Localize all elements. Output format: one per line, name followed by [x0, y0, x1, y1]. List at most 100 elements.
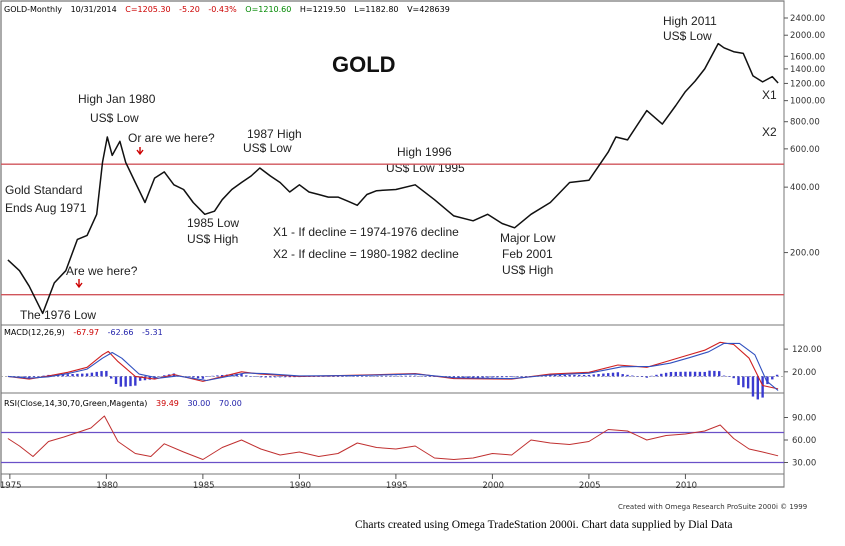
macd-header-v2: -62.66: [108, 328, 134, 337]
macd-histogram-bar-78: [380, 375, 383, 377]
macd-histogram-bar-45: [220, 374, 224, 377]
macd-histogram-bar-14: [71, 374, 74, 377]
macd-header-v1: -67.97: [73, 328, 99, 337]
macd-histogram-bar-27: [134, 376, 137, 386]
macd-histogram-bar-155: [751, 376, 755, 397]
macd-histogram-bar-44: [216, 375, 219, 377]
macd-histogram-bar-128: [621, 374, 624, 377]
macd-histogram-bar-105: [510, 376, 513, 378]
macd-histogram-bar-17: [85, 373, 89, 377]
macd-histogram-bar-56: [274, 376, 277, 378]
macd-histogram-bar-113: [549, 374, 552, 377]
macd-histogram-bar-69: [336, 376, 340, 377]
macd-histogram-bar-121: [587, 374, 591, 377]
rsi-ytick-label-3: 30.00: [792, 459, 816, 469]
macd-histogram-bar-102: [496, 376, 499, 378]
rsi-ytick-label-1: 90.00: [792, 414, 816, 424]
macd-histogram-bar-60: [293, 376, 296, 378]
macd-histogram-bar-23: [114, 376, 118, 384]
macd-histogram-bar-98: [476, 376, 480, 378]
macd-histogram-bar-157: [761, 376, 764, 398]
macd-histogram-bar-144: [698, 371, 702, 377]
macd-histogram-bar-28: [138, 376, 142, 381]
macd-histogram-bar-4: [23, 376, 26, 378]
macd-histogram-bar-66: [322, 376, 325, 377]
macd-histogram-bar-104: [505, 376, 509, 378]
macd-histogram-bar-96: [467, 376, 470, 378]
macd-histogram-bar-125: [607, 373, 610, 377]
macd-histogram-bar-26: [129, 376, 132, 387]
rsi-header: RSI(Close,14,30,70,Green,Magenta) 39.49 …: [4, 399, 242, 408]
header-volume: V=428639: [407, 5, 450, 14]
macd-histogram-bar-103: [500, 376, 504, 378]
footer-credit: Charts created using Omega TradeStation …: [355, 519, 733, 531]
macd-histogram-bar-141: [684, 371, 687, 377]
macd-histogram-bar-59: [288, 376, 291, 378]
xtick-label-5: 1995: [386, 481, 408, 491]
macd-histogram-bar-55: [269, 376, 272, 378]
macd-histogram-bar-147: [713, 370, 716, 377]
macd-histogram-bar-8: [42, 375, 45, 377]
macd-histogram-bar-127: [616, 372, 620, 377]
chart-title: GOLD: [332, 52, 396, 77]
macd-histogram-bar-145: [703, 371, 706, 377]
macd-histogram-bar-3: [18, 376, 21, 378]
macd-histogram-bar-70: [341, 376, 345, 377]
macd-histogram-bar-115: [558, 374, 562, 377]
macd-histogram-bar-7: [37, 376, 41, 377]
macd-histogram-bar-65: [317, 376, 320, 377]
macd-histogram-bar-130: [631, 375, 634, 377]
macd-histogram-bar-68: [331, 376, 335, 377]
annotation-x1-marker: X1: [762, 88, 777, 102]
macd-histogram-bar-15: [76, 373, 79, 377]
header-close: C=1205.30: [125, 5, 170, 14]
macd-histogram-bar-107: [520, 376, 523, 377]
annotation-or-here: Or are we here?: [128, 131, 215, 145]
macd-histogram-bar-32: [158, 376, 161, 377]
macd-histogram-bar-16: [81, 373, 84, 377]
macd-histogram-bar-118: [573, 374, 576, 377]
macd-histogram-bar-152: [737, 376, 740, 385]
xtick-label-6: 2000: [482, 481, 504, 491]
header-symbol: GOLD-Monthly: [4, 5, 62, 14]
macd-histogram-bar-100: [486, 376, 489, 378]
rsi-header-label: RSI(Close,14,30,70,Green,Magenta): [4, 399, 147, 408]
macd-header: MACD(12,26,9) -67.97 -62.66 -5.31: [4, 328, 163, 337]
macd-histogram-bar-81: [394, 375, 398, 377]
macd-histogram-bar-146: [708, 370, 711, 377]
macd-histogram-bar-58: [283, 376, 287, 378]
xtick-label-7: 2005: [579, 481, 601, 491]
price-ytick-label-3: 600.00: [790, 145, 820, 155]
price-ytick-label-5: 1000.00: [790, 97, 825, 107]
macd-histogram-bar-42: [206, 376, 209, 377]
macd-histogram-bar-119: [578, 374, 581, 377]
annotation-are-here: Are we here?: [66, 264, 138, 278]
macd-histogram-bar-5: [27, 376, 31, 378]
xtick-label-4: 1990: [289, 481, 311, 491]
macd-histogram-bar-41: [201, 376, 205, 379]
macd-histogram-bar-97: [471, 376, 475, 378]
macd-histogram-bar-13: [66, 374, 69, 377]
macd-histogram-bar-124: [602, 373, 605, 377]
rsi-header-v3: 70.00: [219, 399, 242, 408]
macd-histogram-bar-71: [346, 376, 349, 377]
macd-histogram-bar-140: [679, 371, 682, 377]
macd-histogram-bar-22: [109, 376, 113, 379]
macd-line: [7, 341, 779, 390]
annotation-1987-line1: 1987 High: [247, 127, 302, 141]
macd-histogram-bar-117: [568, 374, 571, 377]
gold-price-line: [7, 42, 779, 315]
macd-histogram-bar-131: [635, 376, 639, 377]
macd-histogram-bar-83: [404, 375, 407, 377]
macd-histogram-bar-40: [196, 376, 200, 379]
macd-histogram-bar-82: [399, 375, 402, 377]
price-ytick-label-8: 1600.00: [790, 52, 825, 62]
macd-histogram-bar-108: [524, 376, 528, 377]
macd-histogram-bar-132: [640, 376, 644, 377]
price-ytick-label-6: 1200.00: [790, 79, 825, 89]
macd-histogram-bar-73: [356, 376, 359, 377]
annotation-1985-line1: 1985 Low: [187, 216, 239, 230]
macd-histogram-bar-52: [254, 376, 258, 377]
macd-histogram-bar-79: [385, 375, 388, 377]
macd-histogram-bar-142: [689, 371, 692, 377]
